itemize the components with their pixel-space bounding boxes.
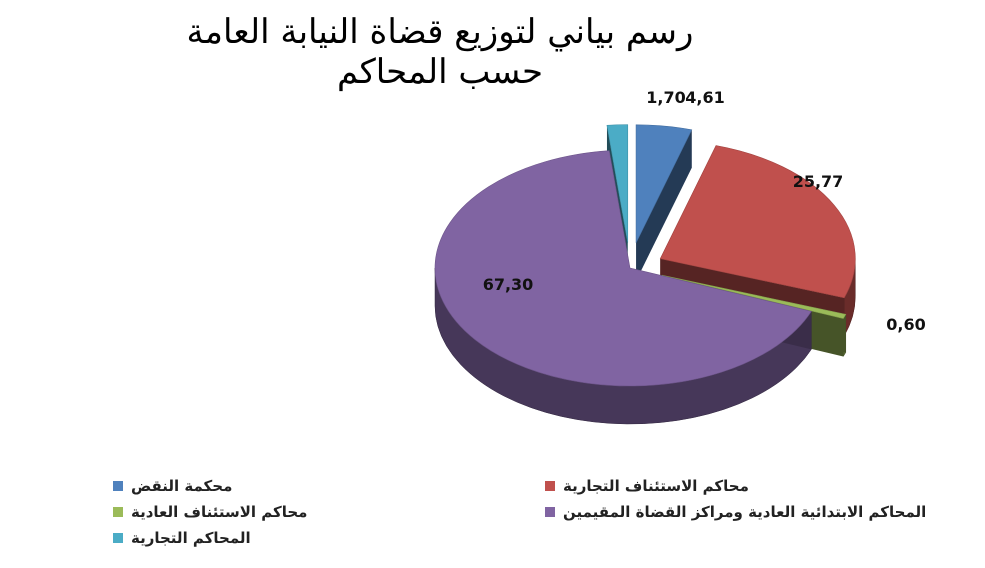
- legend-label: محكمة النقض: [131, 477, 233, 495]
- legend-item: محكمة النقض: [113, 477, 232, 495]
- legend-swatch: [545, 507, 555, 517]
- pie-slice-edge: [636, 129, 692, 281]
- legend-swatch: [113, 507, 123, 517]
- data-label: 67,30: [483, 275, 534, 294]
- legend-item: محاكم الاستئناف التجارية: [545, 477, 749, 495]
- legend-item: المحاكم الابتدائية العادية ومراكز القضاة…: [545, 503, 926, 521]
- legend-label: محاكم الاستئناف التجارية: [563, 477, 749, 495]
- pie-slice: [661, 274, 847, 319]
- legend-label: المحاكم التجارية: [131, 529, 251, 547]
- legend-label: محاكم الاستئناف العادية: [131, 503, 308, 521]
- legend-label: المحاكم الابتدائية العادية ومراكز القضاة…: [563, 503, 927, 521]
- legend-item: المحاكم التجارية: [113, 529, 251, 547]
- chart-title: رسم بياني لتوزيع قضاة النيابة العامة حسب…: [186, 12, 694, 92]
- data-label: 25,77: [793, 172, 844, 191]
- legend-swatch: [545, 481, 555, 491]
- data-label: 0,60: [886, 315, 925, 334]
- pie-slice: [659, 145, 856, 299]
- pie-slice: [635, 124, 693, 243]
- legend-item: محاكم الاستئناف العادية: [113, 503, 307, 521]
- data-label: 1,70: [646, 88, 685, 107]
- legend-swatch: [113, 481, 123, 491]
- legend-swatch: [113, 533, 123, 543]
- data-label: 4,61: [685, 88, 724, 107]
- pie-slice: [434, 150, 812, 387]
- pie-slice: [606, 124, 629, 243]
